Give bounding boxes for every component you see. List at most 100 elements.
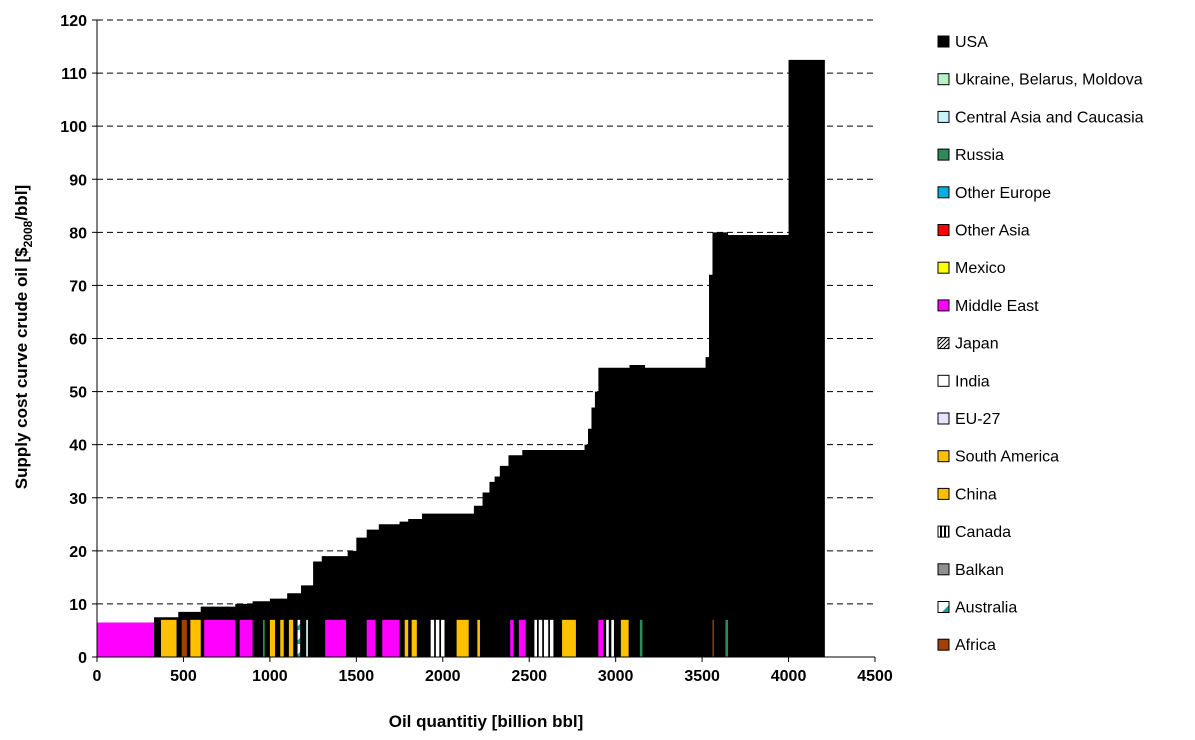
legend-swatch-other-europe [937, 186, 950, 199]
segment-middle-east-13 [366, 619, 376, 657]
legend-label-middle-east: Middle East [955, 298, 1039, 315]
legend-swatch-central-asia-and-caucasia [937, 110, 950, 123]
segment-middle-east-12 [325, 619, 346, 657]
legend-swatch-ukraine-belarus-moldova [937, 73, 950, 86]
x-tick-label-500: 500 [170, 668, 197, 685]
segment-middle-east-5 [239, 619, 253, 657]
x-axis-title: Oil quantitiy [billion bbl] [389, 712, 584, 731]
legend-label-russia: Russia [955, 147, 1004, 164]
x-tick-label-4500: 4500 [857, 668, 893, 685]
segment-china-32 [620, 619, 629, 657]
segment-south-america-20 [456, 619, 469, 657]
legend-label-canada: Canada [955, 524, 1011, 541]
segment-russia-34 [725, 619, 729, 657]
legend-label-japan: Japan [955, 336, 999, 353]
axes [92, 19, 876, 662]
legend-label-usa: USA [955, 34, 988, 51]
segment-india-17 [430, 619, 435, 657]
y-axis-title-main: Supply cost curve crude oil [$ [12, 247, 31, 489]
segment-middle-east-0 [97, 622, 155, 657]
segment-russia-6 [262, 619, 265, 657]
y-tick-label-30: 30 [69, 491, 87, 508]
legend-swatch-africa [937, 638, 950, 651]
segment-middle-east-23 [518, 619, 526, 657]
y-axis-title: Supply cost curve crude oil [$2008/bbl] [12, 185, 35, 489]
legend-label-other-europe: Other Europe [955, 185, 1051, 202]
legend-label-india: India [955, 373, 990, 390]
legend-swatch-other-asia [937, 224, 950, 236]
segment-central-asia-and-caucasia-11 [306, 619, 308, 657]
legend-label-south-america: South America [955, 449, 1059, 466]
x-tick-label-1000: 1000 [252, 668, 288, 685]
y-axis-title-unit: /bbl] [12, 185, 31, 221]
segment-south-america-28 [562, 619, 576, 657]
supply-curve-usa-area [97, 59, 825, 657]
segment-china-15 [404, 619, 409, 657]
legend-swatch-russia [937, 148, 950, 161]
legend-swatch-canada [937, 525, 950, 538]
segment-china-21 [477, 619, 480, 657]
x-tick-label-1500: 1500 [339, 668, 375, 685]
segment-south-america-8 [280, 619, 284, 657]
segment-china-7 [269, 619, 276, 657]
segment-india-19 [441, 619, 445, 657]
y-tick-label-70: 70 [69, 278, 87, 295]
legend-label-china: China [955, 486, 997, 503]
segment-south-america-1 [160, 619, 177, 657]
segment-india-27 [549, 619, 554, 657]
segment-china-9 [288, 619, 294, 657]
segment-india-25 [538, 619, 543, 657]
segment-middle-east-29 [598, 619, 604, 657]
region-segments [97, 619, 729, 657]
segment-russia-33 [639, 619, 643, 657]
segment-middle-east-22 [510, 619, 514, 657]
segment-middle-east-14 [382, 619, 400, 657]
y-tick-label-120: 120 [60, 13, 87, 30]
y-tick-label-90: 90 [69, 172, 87, 189]
y-axis-title-subscript: 2008 [21, 220, 35, 247]
y-tick-label-60: 60 [69, 332, 87, 349]
segment-india-24 [534, 619, 538, 657]
x-tick-label-2000: 2000 [425, 668, 461, 685]
legend-label-australia: Australia [955, 600, 1017, 617]
legend: USA Ukraine, Belarus, Moldova Central Asia… [937, 34, 1144, 654]
y-tick-label-100: 100 [60, 119, 87, 136]
segment-africa-35 [712, 619, 714, 657]
legend-swatch-mexico [937, 261, 950, 274]
supply-curve-area [97, 59, 825, 657]
x-tick-label-4000: 4000 [771, 668, 807, 685]
legend-label-balkan: Balkan [955, 562, 1004, 579]
legend-swatch-india [937, 374, 950, 387]
legend-swatch-eu-27 [937, 412, 950, 425]
segment-india-30 [606, 619, 609, 657]
y-tick-label-110: 110 [61, 66, 87, 83]
x-tick-label-3000: 3000 [598, 668, 634, 685]
segment-africa-2 [181, 619, 187, 657]
legend-swatch-japan [937, 337, 950, 350]
legend-swatch-australia [937, 601, 950, 613]
segment-india-18 [435, 619, 440, 657]
y-tick-label-10: 10 [69, 597, 87, 614]
y-tick-label-40: 40 [69, 438, 87, 455]
legend-swatch-south-america [937, 450, 950, 463]
y-tick-label-0: 0 [78, 650, 87, 667]
legend-swatch-usa [937, 35, 950, 48]
legend-label-africa: Africa [955, 637, 996, 654]
segment-middle-east-4 [204, 619, 236, 657]
legend-swatch-middle-east [937, 299, 950, 312]
y-tick-label-80: 80 [69, 225, 87, 242]
legend-swatch-balkan [937, 563, 950, 576]
x-tick-label-0: 0 [93, 668, 102, 685]
legend-label-ukraine-belarus-moldova: Ukraine, Belarus, Moldova [955, 72, 1143, 89]
legend-swatch-china [937, 487, 950, 500]
y-tick-label-50: 50 [69, 385, 87, 402]
x-tick-label-2500: 2500 [511, 668, 547, 685]
segment-india-26 [543, 619, 549, 657]
legend-label-other-asia: Other Asia [955, 223, 1030, 240]
legend-label-central-asia-and-caucasia: Central Asia and Caucasia [955, 109, 1144, 126]
legend-label-eu-27: EU-27 [955, 411, 1000, 428]
y-tick-label-20: 20 [69, 544, 87, 561]
segment-china-3 [190, 619, 201, 657]
